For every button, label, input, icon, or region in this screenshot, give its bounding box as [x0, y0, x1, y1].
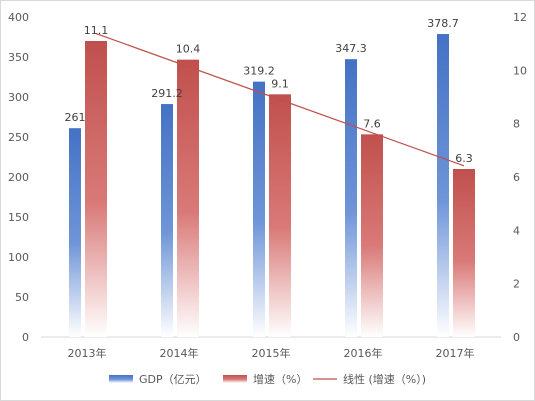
gdp-data-label: 347.3	[335, 42, 367, 55]
right-tick-label: 6	[513, 171, 520, 184]
left-tick-label: 50	[15, 291, 29, 304]
right-tick-label: 4	[513, 224, 520, 237]
growth-bar	[361, 134, 383, 337]
left-tick-label: 200	[8, 171, 29, 184]
x-tick-label: 2017年	[436, 346, 475, 360]
left-tick-label: 300	[8, 91, 29, 104]
right-tick-label: 10	[513, 64, 527, 77]
left-tick-label: 100	[8, 251, 29, 264]
bars	[69, 34, 475, 338]
x-tick-label: 2013年	[68, 346, 107, 360]
data-labels: 261 11.1 291.2 10.4 319.29.1 347.3 7.6 378.7 6.3	[65, 17, 473, 165]
x-tick-label: 2014年	[160, 346, 199, 360]
x-axis-ticks: 2013年 2014年 2015年 2016年 2017年	[68, 346, 475, 360]
gdp-bar	[161, 104, 173, 337]
gdp-bar	[69, 128, 81, 337]
left-tick-label: 150	[8, 211, 29, 224]
growth-bar	[177, 59, 199, 338]
growth-bar	[269, 94, 291, 337]
gdp-data-label: 261	[65, 111, 86, 124]
gdp-data-label: 378.7	[427, 17, 459, 30]
right-tick-label: 12	[513, 11, 527, 24]
left-tick-label: 350	[8, 51, 29, 64]
x-tick-label: 2015年	[252, 346, 291, 360]
gdp-bar	[437, 34, 449, 337]
gdp-bar	[253, 81, 265, 337]
legend-swatch-gdp	[109, 375, 133, 383]
legend: GDP（亿元） 增速（%） 线性 (增速（%）)	[109, 372, 426, 386]
left-axis-ticks: 0 50 100 150 200 250 300 350 400	[8, 11, 29, 344]
gdp-data-label: 291.2	[151, 87, 183, 100]
trendline	[95, 32, 465, 167]
right-tick-label: 0	[513, 331, 520, 344]
left-tick-label: 250	[8, 131, 29, 144]
legend-label-trendline: 线性 (增速（%）)	[343, 372, 426, 386]
right-tick-label: 2	[513, 278, 520, 291]
left-tick-label: 0	[22, 331, 29, 344]
growth-data-label: 10.4	[176, 43, 201, 56]
trendline-line	[95, 32, 465, 167]
legend-label-growth: 增速（%）	[253, 372, 307, 386]
gdp-bar	[345, 59, 357, 337]
legend-swatch-growth	[223, 375, 247, 383]
growth-bar	[453, 169, 475, 337]
growth-data-label: 6.3	[455, 152, 473, 165]
x-tick-label: 2016年	[344, 346, 383, 360]
growth-bar	[85, 41, 107, 337]
gdp-data-label: 319.2	[243, 65, 275, 78]
left-tick-label: 400	[8, 11, 29, 24]
right-tick-label: 8	[513, 118, 520, 131]
legend-label-gdp: GDP（亿元）	[139, 373, 207, 386]
growth-data-label: 11.1	[84, 24, 109, 37]
growth-data-label: 9.1	[271, 77, 289, 90]
growth-data-label: 7.6	[363, 117, 381, 130]
right-axis-ticks: 0 2 4 6 8 10 12	[513, 11, 527, 344]
